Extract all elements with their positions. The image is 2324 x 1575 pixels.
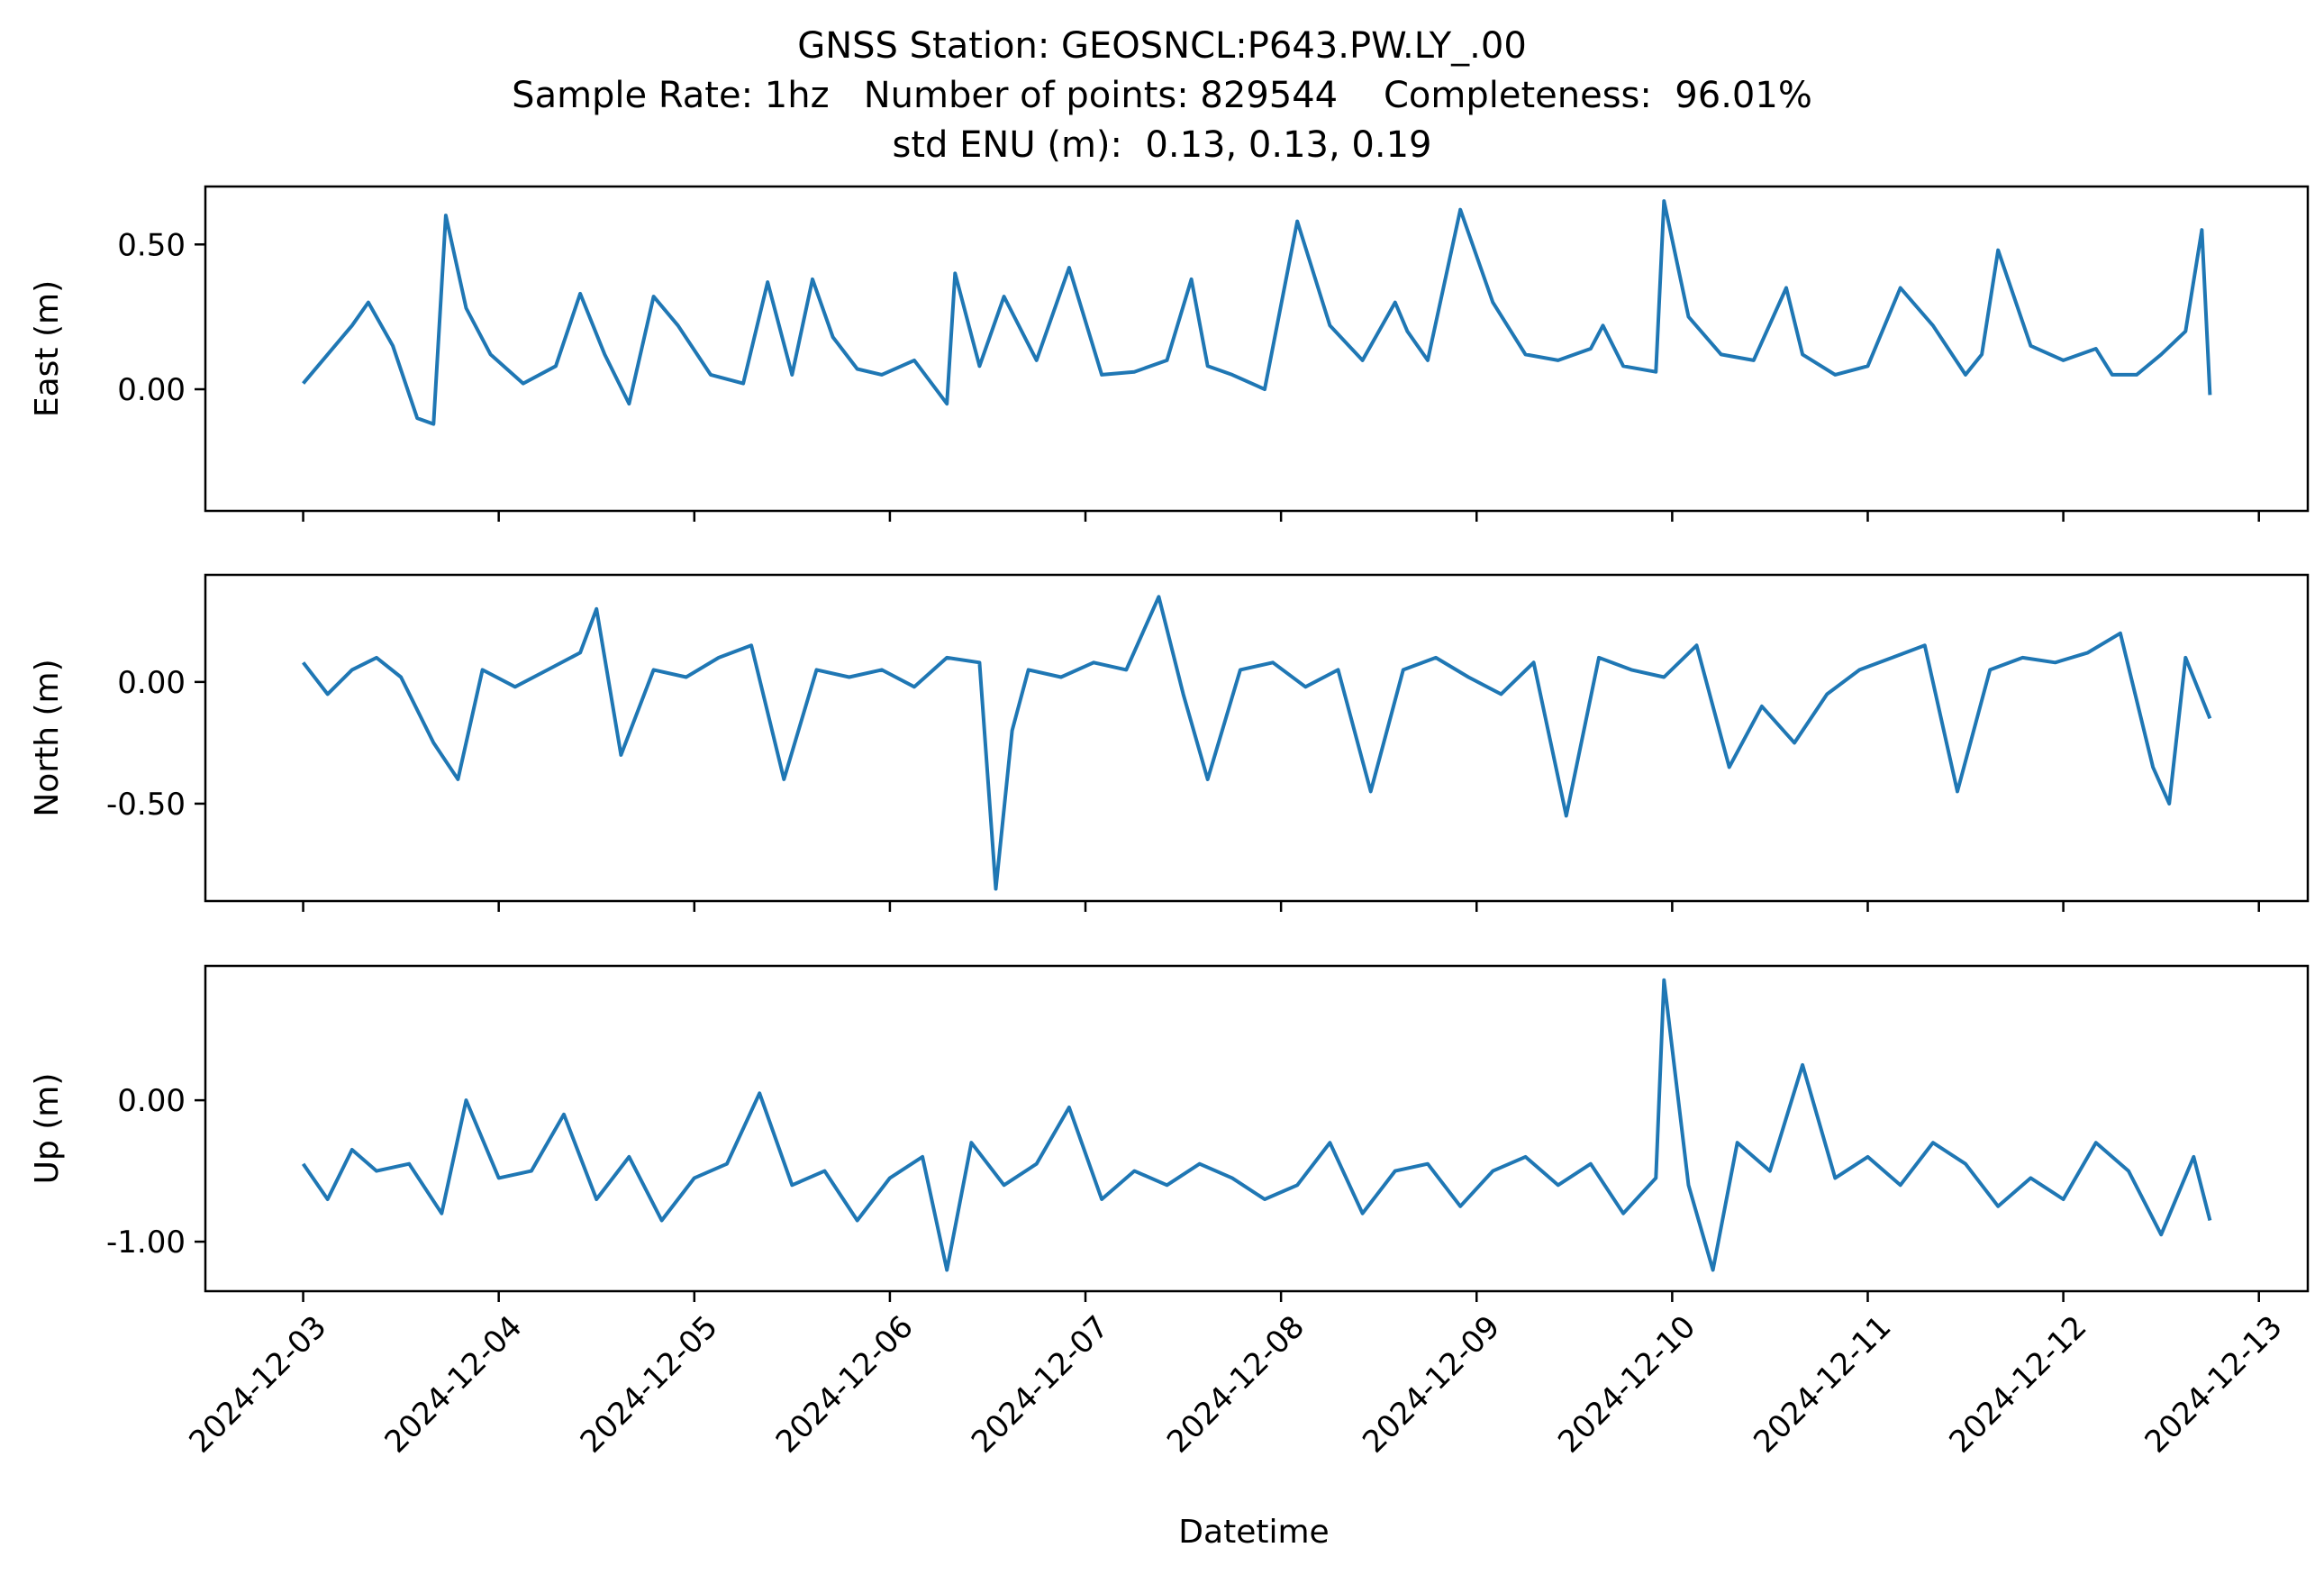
up-x-tick-label: 2024-12-07	[965, 1309, 1116, 1461]
east-axes-frame	[204, 185, 2310, 513]
east-y-axis-label: East (m)	[29, 280, 66, 417]
up-x-tick-label: 2024-12-09	[1356, 1309, 1507, 1461]
east-y-tick-label: 0.00	[117, 372, 186, 408]
up-y-tick-label: -1.00	[106, 1224, 186, 1261]
up-series-line	[301, 978, 2212, 1272]
chart-std-line: std ENU (m): 0.13, 0.13, 0.19	[892, 124, 1432, 166]
up-x-tick-label: 2024-12-10	[1551, 1309, 1702, 1461]
chart-subtitle: Sample Rate: 1hz Number of points: 82954…	[512, 75, 1812, 116]
up-x-tick-label: 2024-12-12	[1942, 1309, 2093, 1461]
east-y-tick-label: 0.50	[117, 227, 186, 263]
chart-title: GNSS Station: GEOSNCL:P643.PW.LY_.00	[797, 25, 1527, 67]
north-series-line	[302, 595, 2212, 891]
up-x-tick-label: 2024-12-04	[378, 1309, 530, 1461]
up-x-tick-label: 2024-12-11	[1747, 1309, 1898, 1461]
up-axes-frame	[204, 964, 2310, 1293]
up-x-tick-label: 2024-12-03	[182, 1309, 333, 1461]
up-x-tick-label: 2024-12-05	[574, 1309, 725, 1461]
x-axis-label: Datetime	[1178, 1514, 1329, 1551]
north-y-tick-label: 0.00	[117, 665, 186, 701]
up-x-tick-label: 2024-12-08	[1160, 1309, 1312, 1461]
up-panel: 0.00 -1.00 Up (m) 2024-12-03 2024-12-04 2024-…	[29, 964, 2310, 1461]
up-x-tick-label: 2024-12-13	[2138, 1309, 2290, 1461]
north-panel: 0.00 -0.50 North (m)	[29, 573, 2310, 912]
up-x-tick-label: 2024-12-06	[769, 1309, 921, 1461]
north-axes-frame	[204, 573, 2310, 903]
up-y-axis-label: Up (m)	[29, 1073, 66, 1185]
east-series-line	[302, 199, 2212, 426]
east-panel: 0.00 0.50 East (m)	[29, 185, 2310, 522]
north-y-tick-label: -0.50	[106, 787, 186, 823]
up-y-tick-label: 0.00	[117, 1083, 186, 1119]
north-y-axis-label: North (m)	[29, 659, 66, 816]
